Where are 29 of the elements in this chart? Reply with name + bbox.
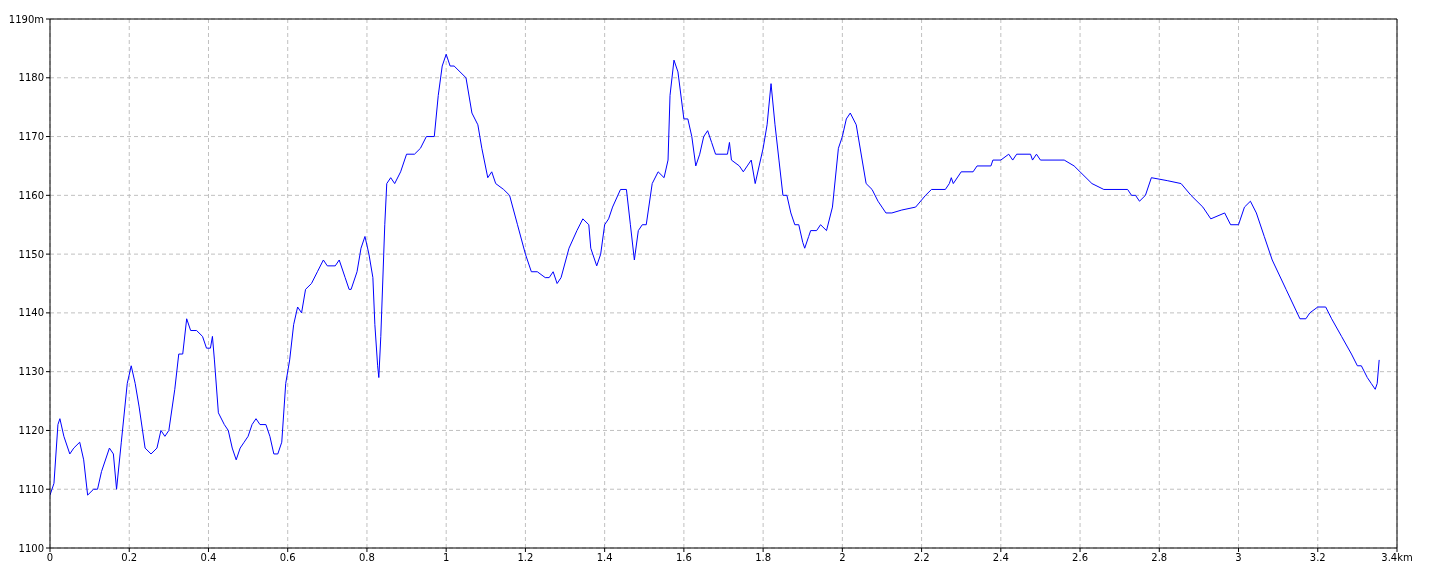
y-tick-label: 1150 <box>18 248 44 260</box>
x-tick-label: 1.4 <box>596 552 613 564</box>
y-tick-label: 1110 <box>18 483 44 495</box>
x-tick-label: 2.2 <box>913 552 930 564</box>
x-tick-label: 1.2 <box>517 552 534 564</box>
y-tick-label: 1130 <box>18 366 44 378</box>
x-tick-label: 3.2 <box>1309 552 1326 564</box>
y-tick-label: 1140 <box>18 307 44 319</box>
x-tick-label: 0.8 <box>358 552 375 564</box>
y-tick-label: 1160 <box>18 189 44 201</box>
line-series <box>50 53 1380 496</box>
y-tick-label: 1190m <box>8 13 44 25</box>
x-tick-label: 0 <box>46 552 54 564</box>
x-tick-label: 0.4 <box>200 552 217 564</box>
x-tick-label: 2 <box>839 552 846 564</box>
x-tick-label: 3.4km <box>1381 552 1413 564</box>
x-tick-label: 0.6 <box>279 552 296 564</box>
x-tick-label: 1.8 <box>755 552 772 564</box>
y-tick-label: 1120 <box>18 424 44 436</box>
y-tick-label: 1180 <box>18 72 44 84</box>
x-tick-label: 2.8 <box>1151 552 1168 564</box>
x-tick-label: 0.2 <box>121 552 138 564</box>
x-tick-label: 1.6 <box>675 552 692 564</box>
y-tick-label: 1170 <box>18 131 44 143</box>
x-tick-label: 1 <box>442 552 450 564</box>
y-tick-label: 1100 <box>18 542 44 554</box>
x-tick-label: 2.6 <box>1072 552 1089 564</box>
x-tick-label: 3 <box>1235 552 1242 564</box>
x-tick-label: 2.4 <box>992 552 1009 564</box>
